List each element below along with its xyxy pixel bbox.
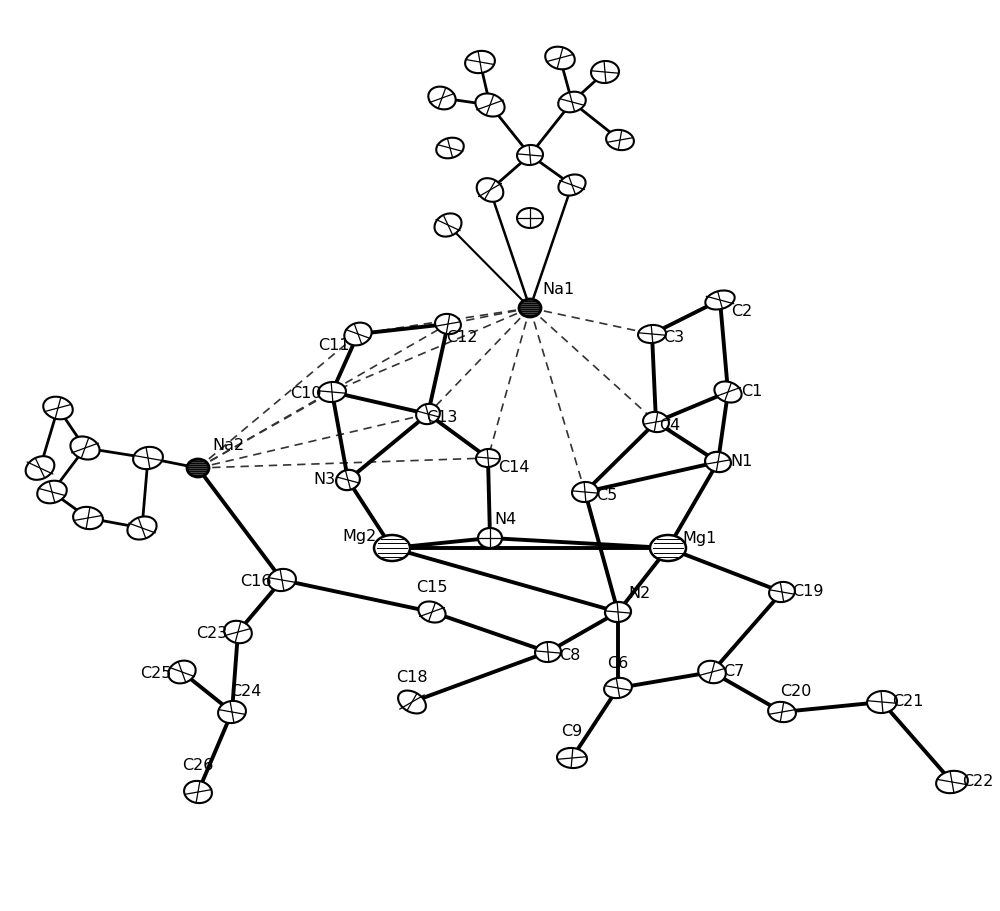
Text: C14: C14 bbox=[498, 460, 530, 476]
Ellipse shape bbox=[268, 568, 296, 591]
Text: C23: C23 bbox=[196, 627, 228, 641]
Ellipse shape bbox=[477, 179, 503, 202]
Text: C15: C15 bbox=[416, 580, 448, 596]
Text: C16: C16 bbox=[240, 575, 272, 589]
Ellipse shape bbox=[605, 602, 631, 622]
Ellipse shape bbox=[127, 517, 157, 539]
Text: Na1: Na1 bbox=[542, 282, 574, 298]
Ellipse shape bbox=[643, 412, 669, 432]
Ellipse shape bbox=[517, 208, 543, 228]
Text: C1: C1 bbox=[741, 384, 763, 400]
Ellipse shape bbox=[184, 781, 212, 804]
Text: N3: N3 bbox=[313, 473, 335, 487]
Ellipse shape bbox=[344, 322, 372, 345]
Text: N2: N2 bbox=[629, 587, 651, 601]
Ellipse shape bbox=[558, 174, 586, 196]
Ellipse shape bbox=[517, 145, 543, 165]
Ellipse shape bbox=[557, 748, 587, 768]
Ellipse shape bbox=[43, 396, 73, 419]
Text: C2: C2 bbox=[731, 304, 753, 320]
Ellipse shape bbox=[936, 771, 968, 793]
Ellipse shape bbox=[558, 92, 586, 112]
Ellipse shape bbox=[535, 642, 561, 662]
Ellipse shape bbox=[638, 325, 666, 343]
Text: C8: C8 bbox=[559, 649, 581, 663]
Text: C18: C18 bbox=[396, 670, 428, 685]
Ellipse shape bbox=[768, 701, 796, 722]
Ellipse shape bbox=[698, 660, 726, 683]
Ellipse shape bbox=[475, 94, 505, 117]
Ellipse shape bbox=[224, 620, 252, 643]
Ellipse shape bbox=[398, 691, 426, 713]
Ellipse shape bbox=[73, 507, 103, 529]
Ellipse shape bbox=[374, 535, 410, 561]
Ellipse shape bbox=[545, 46, 575, 69]
Text: C10: C10 bbox=[290, 386, 322, 402]
Text: Mg1: Mg1 bbox=[683, 530, 717, 546]
Ellipse shape bbox=[428, 87, 456, 109]
Text: C24: C24 bbox=[230, 684, 262, 700]
Ellipse shape bbox=[336, 470, 360, 490]
Ellipse shape bbox=[705, 291, 735, 310]
Ellipse shape bbox=[37, 481, 67, 503]
Ellipse shape bbox=[416, 404, 440, 425]
Ellipse shape bbox=[591, 61, 619, 83]
Text: C26: C26 bbox=[182, 759, 214, 773]
Ellipse shape bbox=[714, 382, 742, 403]
Ellipse shape bbox=[769, 582, 795, 602]
Ellipse shape bbox=[705, 452, 731, 472]
Text: C25: C25 bbox=[140, 667, 172, 681]
Text: N4: N4 bbox=[495, 513, 517, 527]
Text: C21: C21 bbox=[892, 694, 924, 710]
Text: C11: C11 bbox=[318, 339, 350, 353]
Ellipse shape bbox=[218, 701, 246, 723]
Text: C4: C4 bbox=[659, 418, 681, 434]
Text: C7: C7 bbox=[723, 664, 745, 680]
Text: Na2: Na2 bbox=[212, 438, 244, 454]
Ellipse shape bbox=[476, 449, 500, 467]
Ellipse shape bbox=[434, 213, 462, 237]
Text: C9: C9 bbox=[561, 724, 583, 740]
Text: C5: C5 bbox=[596, 488, 618, 504]
Text: C13: C13 bbox=[426, 411, 458, 425]
Ellipse shape bbox=[133, 447, 163, 469]
Ellipse shape bbox=[436, 138, 464, 159]
Ellipse shape bbox=[318, 382, 346, 402]
Ellipse shape bbox=[572, 482, 598, 502]
Ellipse shape bbox=[650, 535, 686, 561]
Text: Mg2: Mg2 bbox=[343, 528, 377, 544]
Text: C19: C19 bbox=[792, 585, 824, 599]
Ellipse shape bbox=[168, 660, 196, 683]
Text: C12: C12 bbox=[446, 331, 478, 345]
Text: C3: C3 bbox=[663, 331, 685, 345]
Text: C20: C20 bbox=[780, 684, 812, 700]
Ellipse shape bbox=[606, 130, 634, 150]
Ellipse shape bbox=[70, 436, 100, 459]
Ellipse shape bbox=[478, 528, 502, 548]
Ellipse shape bbox=[519, 299, 541, 317]
Ellipse shape bbox=[867, 691, 897, 713]
Ellipse shape bbox=[418, 601, 446, 622]
Ellipse shape bbox=[187, 459, 209, 477]
Text: C22: C22 bbox=[962, 774, 994, 790]
Text: C6: C6 bbox=[607, 657, 629, 671]
Text: N1: N1 bbox=[731, 455, 753, 469]
Ellipse shape bbox=[604, 678, 632, 698]
Ellipse shape bbox=[26, 456, 54, 480]
Ellipse shape bbox=[465, 51, 495, 73]
Ellipse shape bbox=[435, 314, 461, 334]
